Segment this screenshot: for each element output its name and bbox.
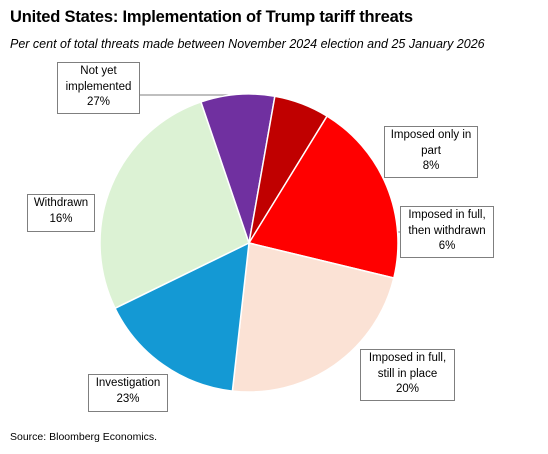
data-label-investigation: Investigation 23% bbox=[88, 374, 168, 412]
data-label-line: then withdrawn bbox=[408, 224, 486, 237]
data-label-line: 23% bbox=[116, 392, 140, 405]
pie-slice-withdrawn bbox=[114, 241, 250, 392]
data-label-withdrawn: Withdrawn 16% bbox=[27, 194, 95, 232]
data-label-line: 20% bbox=[395, 383, 420, 395]
data-label-line: Imposed in full, bbox=[368, 352, 447, 364]
pie-slice-investigation bbox=[231, 242, 395, 393]
data-label-line: 27% bbox=[86, 96, 111, 108]
data-label-line: implemented bbox=[65, 80, 132, 93]
data-label-line: Investigation bbox=[95, 377, 161, 389]
source-note: Source: Bloomberg Economics. bbox=[10, 431, 158, 443]
pie-slices bbox=[99, 93, 399, 393]
data-label-line: Withdrawn bbox=[33, 197, 89, 209]
data-label-line: 16% bbox=[49, 212, 73, 225]
data-label-imposed-in-full-still-in-place: Imposed in full, still in place 20% bbox=[360, 349, 455, 401]
data-label-not-yet-implemented: Not yet implemented 27% bbox=[57, 62, 140, 114]
data-label-line: part bbox=[421, 144, 441, 157]
chart-title: United States: Implementation of Trump t… bbox=[10, 8, 413, 26]
data-label-line: still in place bbox=[377, 367, 438, 380]
pie-slice-not-yet-implemented bbox=[99, 100, 250, 310]
chart-subtitle: Per cent of total threats made between N… bbox=[10, 37, 485, 51]
data-label-imposed-in-full-then-withdrawn: Imposed in full, then withdrawn 6% bbox=[400, 206, 494, 258]
data-label-line: Not yet bbox=[80, 65, 117, 77]
data-label-line: Imposed in full, bbox=[408, 209, 486, 221]
data-label-line: 8% bbox=[422, 160, 440, 172]
data-label-line: Imposed only in bbox=[390, 129, 472, 141]
data-label-imposed-only-in-part: Imposed only in part 8% bbox=[384, 126, 478, 178]
data-label-line: 6% bbox=[438, 240, 456, 252]
pie-slice-imposed-in-full-still-in-place bbox=[247, 115, 399, 279]
